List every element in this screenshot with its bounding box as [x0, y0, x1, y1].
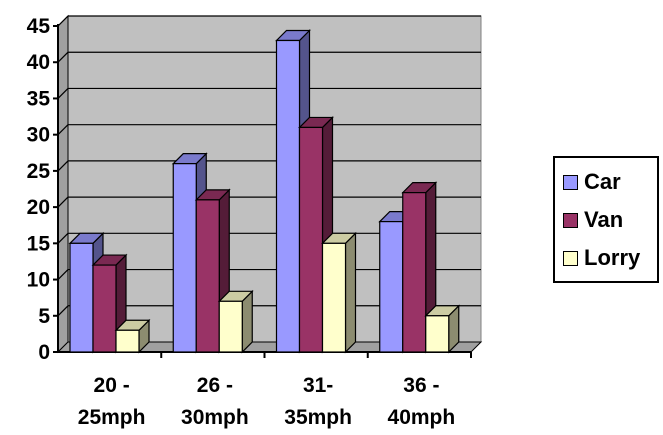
gridline-side: [57, 269, 69, 280]
legend-item-car: Car: [563, 168, 621, 196]
y-tick-labels: 0 5 10 15 20 25 30 35 40 45: [27, 15, 51, 364]
x-tick-label: 31-35mph: [284, 374, 352, 429]
gridline-side: [57, 305, 69, 317]
y-tick-label: 10: [27, 269, 50, 292]
y-tick-label: 45: [27, 15, 51, 38]
x-tick-label: 36 -40mph: [388, 374, 456, 429]
y-tick-label: 5: [38, 305, 50, 328]
y-tick-label: 0: [38, 341, 50, 364]
gridline-side: [57, 51, 69, 63]
x-tick-labels: 20 -25mph 26 -30mph 31-35mph 36 -40mph: [78, 374, 455, 429]
gridline-side: [57, 232, 69, 244]
y-tick-label: 40: [27, 51, 50, 74]
gridline-side: [57, 88, 69, 99]
legend-swatch-car: [563, 174, 578, 190]
bar-lorry-3: [424, 304, 461, 354]
bar-lorry-0: [114, 318, 151, 354]
y-tick-label: 30: [27, 124, 50, 147]
y-tick-label: 35: [27, 87, 51, 110]
legend-label-car: Car: [584, 169, 621, 194]
gridline-side: [57, 160, 69, 172]
x-tick-label: 26 -30mph: [181, 374, 249, 429]
bar-lorry-2: [321, 231, 357, 354]
legend-label-van: Van: [584, 207, 624, 232]
legend-swatch-van: [563, 212, 578, 228]
y-tick-label: 25: [27, 160, 51, 183]
gridline-side: [57, 124, 69, 136]
bar-lorry-1: [217, 289, 254, 354]
legend-label-lorry: Lorry: [584, 245, 641, 270]
y-tick-label: 20: [27, 196, 50, 219]
legend-item-lorry: Lorry: [563, 244, 640, 272]
plot-side-wall: [57, 14, 69, 354]
x-tick-label: 20 -25mph: [78, 374, 146, 429]
gridline-side: [57, 196, 69, 208]
legend-item-van: Van: [563, 206, 623, 234]
legend-swatch-lorry: [563, 250, 578, 266]
gridline-side: [57, 15, 69, 27]
y-tick-label: 15: [27, 232, 51, 255]
bars: [68, 29, 461, 354]
legend: Car Van Lorry: [553, 156, 659, 283]
